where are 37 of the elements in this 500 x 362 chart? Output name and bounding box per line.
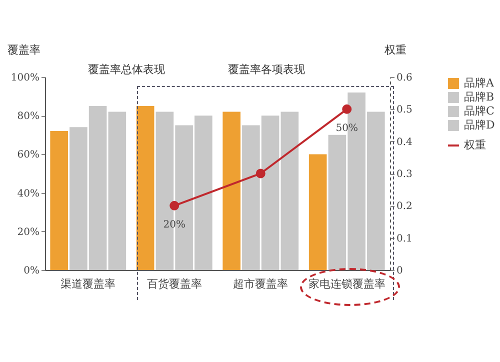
- y-tick-label: 40%: [17, 188, 40, 200]
- legend-label: 品牌A: [464, 76, 495, 90]
- y-tick-label: 100%: [10, 72, 40, 84]
- bar: [222, 112, 240, 270]
- data-label: 20%: [163, 220, 186, 231]
- legend-label: 品牌C: [464, 104, 494, 118]
- y2-tick-label: 0.2: [396, 201, 412, 212]
- bar: [50, 131, 68, 270]
- y-tick-label: 0%: [24, 266, 40, 276]
- bar: [108, 112, 126, 270]
- y2-tick-label: 0.4: [396, 136, 412, 148]
- point: [342, 104, 352, 114]
- data-label: 50%: [336, 123, 358, 134]
- text: 覆盖率总体表现: [88, 62, 165, 77]
- legend-label: 品牌D: [464, 118, 495, 132]
- y-tick-label: 20%: [17, 226, 40, 238]
- y-axis-title: 覆盖率: [8, 44, 40, 56]
- x-tick-label: 渠道覆盖率: [60, 278, 116, 290]
- y-tick-label: 60%: [17, 150, 40, 161]
- point: [170, 200, 180, 210]
- y2-axis-title: 权重: [384, 44, 406, 56]
- y2-tick-label: 0.3: [396, 169, 412, 180]
- y2-tick-label: 0.6: [396, 72, 412, 84]
- x-tick-label: 超市覆盖率: [233, 278, 288, 290]
- legend-label: 品牌B: [464, 90, 494, 104]
- y2-tick-label: 0.5: [396, 104, 412, 116]
- x-tick-label: 家电连锁覆盖率: [308, 278, 386, 290]
- text: 覆盖率各项表现: [228, 62, 305, 77]
- y-tick-label: 80%: [17, 111, 40, 122]
- point: [256, 168, 266, 178]
- bar: [308, 154, 327, 270]
- y2-tick-label: 0: [396, 266, 403, 276]
- bar: [136, 106, 154, 270]
- x-tick-label: 百货覆盖率: [146, 278, 202, 290]
- y2-tick-label: 0.1: [396, 233, 412, 244]
- bar: [280, 112, 299, 270]
- legend-label: 权重: [463, 138, 486, 152]
